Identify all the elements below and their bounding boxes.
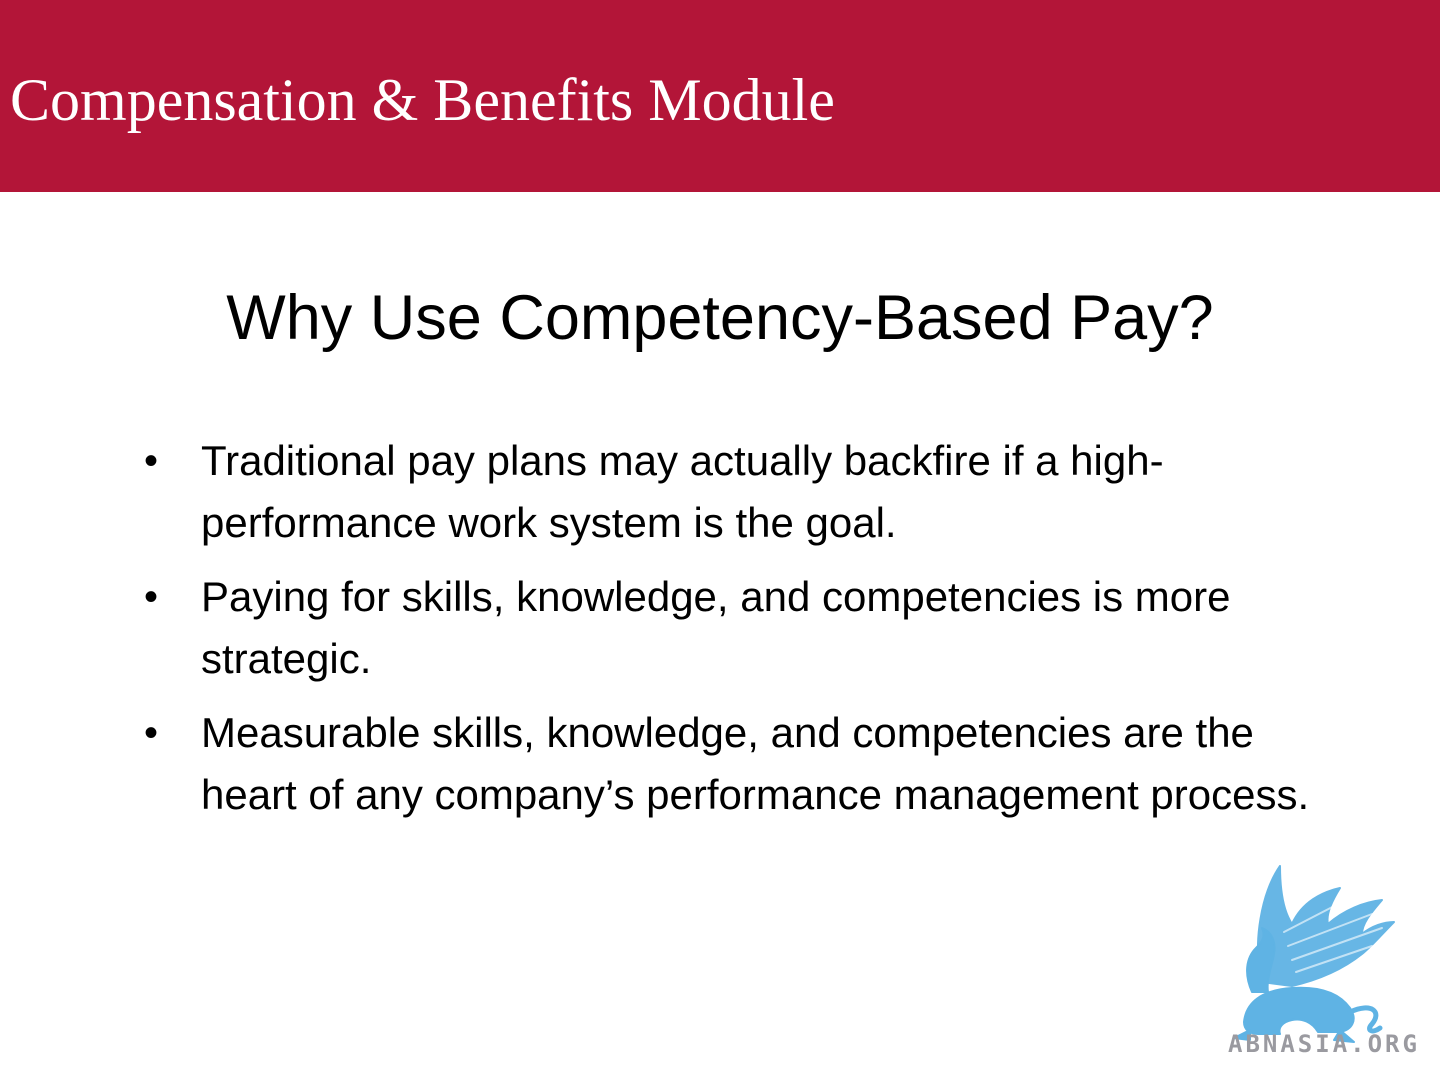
bullet-icon: • xyxy=(144,575,159,619)
logo-text: ABNASIA.ORG xyxy=(1228,1030,1420,1058)
leg-shapes xyxy=(1233,1029,1355,1043)
header-banner: Compensation & Benefits Module xyxy=(0,0,1440,192)
bullet-text: Traditional pay plans may actually backf… xyxy=(201,437,1164,546)
bullet-item: • Traditional pay plans may actually bac… xyxy=(140,430,1325,554)
bullet-text: Paying for skills, knowledge, and compet… xyxy=(201,573,1231,682)
bullet-text: Measurable skills, knowledge, and compet… xyxy=(201,709,1310,818)
wing-shape xyxy=(1257,865,1395,987)
bullet-icon: • xyxy=(144,711,159,755)
head-shape xyxy=(1246,927,1276,993)
griffin-icon xyxy=(1233,865,1395,1043)
bullet-item: • Paying for skills, knowledge, and comp… xyxy=(140,566,1325,690)
slide-title: Why Use Competency-Based Pay? xyxy=(226,283,1214,353)
bullet-item: • Measurable skills, knowledge, and comp… xyxy=(140,702,1325,826)
tail-shape xyxy=(1347,1005,1383,1034)
bullet-list: • Traditional pay plans may actually bac… xyxy=(140,430,1325,838)
body-shape xyxy=(1243,986,1355,1035)
feather-lines xyxy=(1283,901,1383,973)
module-title: Compensation & Benefits Module xyxy=(10,67,835,133)
bullet-icon: • xyxy=(144,439,159,483)
